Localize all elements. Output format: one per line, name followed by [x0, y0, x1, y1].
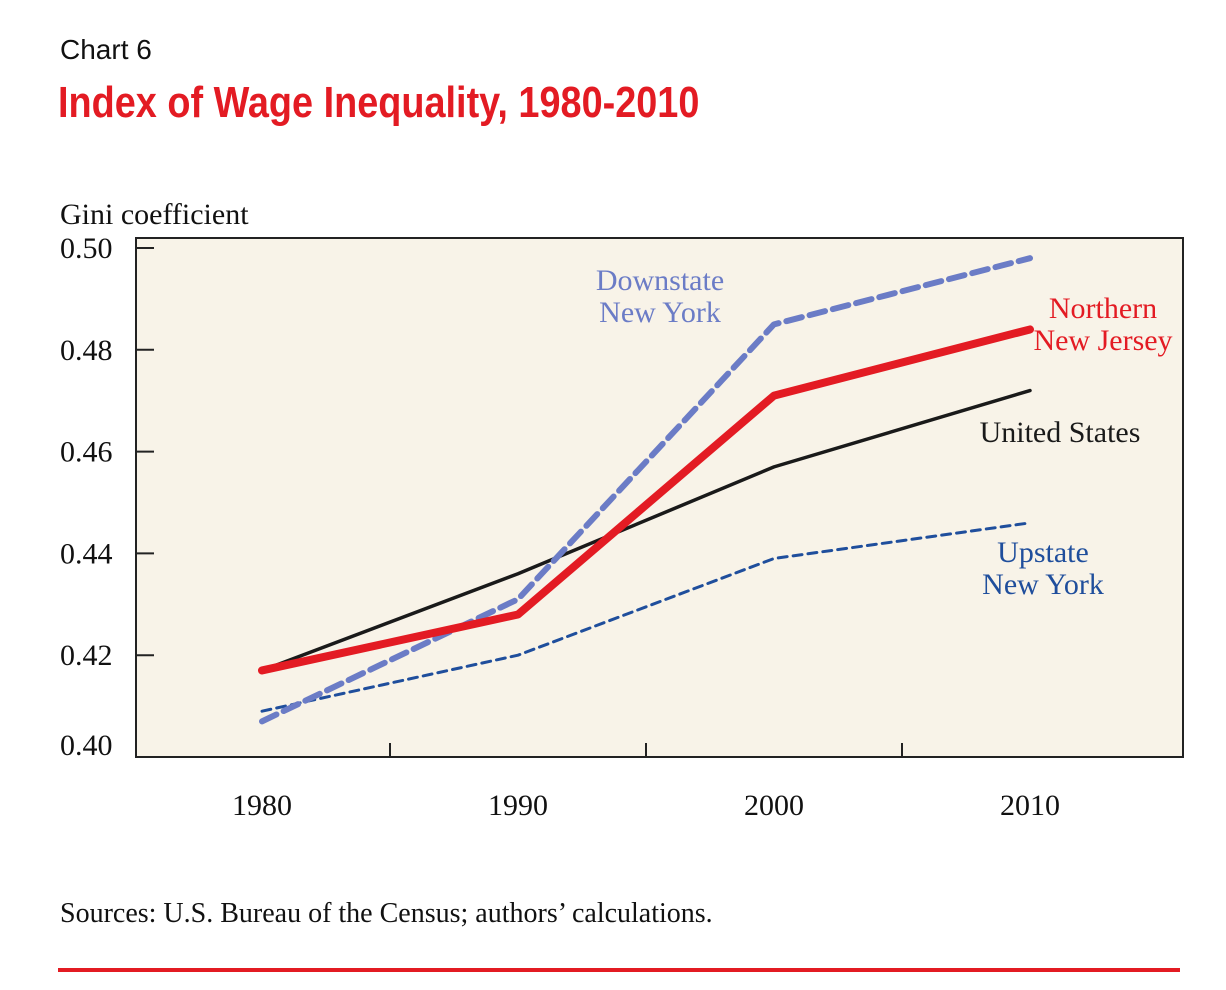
series-label: New York — [982, 568, 1104, 601]
x-tick-label: 2010 — [1000, 789, 1060, 822]
chart-title: Index of Wage Inequality, 1980-2010 — [58, 78, 700, 127]
y-tick-label: 0.40 — [60, 729, 113, 762]
y-tick-label: 0.46 — [60, 436, 113, 469]
series-line-downstate-new-york — [259, 255, 1033, 725]
y-tick-label: 0.50 — [60, 232, 113, 265]
y-tick-label: 0.48 — [60, 334, 113, 367]
bottom-rule — [58, 968, 1180, 972]
y-axis-ticks: 0.40 0.42 0.44 0.46 0.48 0.50 — [60, 232, 154, 762]
line-chart: Gini coefficient 0.40 0.42 0.44 0.46 0.48 0.5… — [60, 198, 1184, 822]
series-label: New Jersey — [1033, 324, 1172, 357]
series-label: Downstate — [596, 264, 724, 297]
y-tick-label: 0.42 — [60, 639, 113, 672]
y-axis-label: Gini coefficient — [60, 198, 249, 231]
x-tick-label: 1990 — [488, 789, 548, 822]
series-line-united-states — [260, 388, 1032, 673]
series-label: United States — [980, 416, 1141, 449]
x-axis-ticks: 1980 1990 2000 2010 — [232, 743, 1060, 822]
series-line-upstate-new-york — [260, 521, 1032, 713]
series-lines — [258, 255, 1034, 725]
chart-label: Chart 6 — [60, 34, 152, 65]
y-tick-label: 0.44 — [60, 537, 113, 570]
series-label: Northern — [1049, 292, 1157, 325]
series-label: Upstate — [997, 536, 1089, 569]
x-tick-label: 1980 — [232, 789, 292, 822]
series-label: New York — [599, 296, 721, 329]
x-tick-label: 2000 — [744, 789, 804, 822]
series-line-northern-new-jersey — [258, 325, 1034, 675]
source-note: Sources: U.S. Bureau of the Census; auth… — [60, 898, 713, 929]
